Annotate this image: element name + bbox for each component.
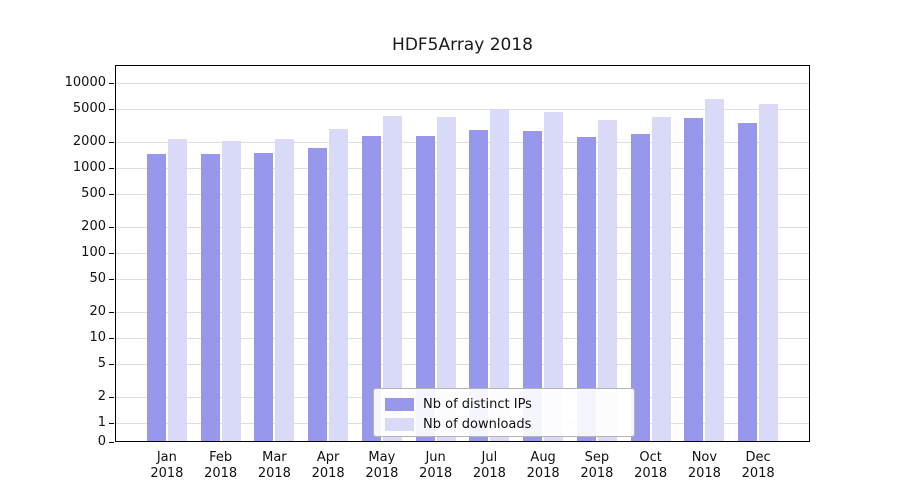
bar-distinct-ips	[630, 134, 650, 442]
y-tick-mark	[109, 142, 114, 144]
y-tick-label: 5	[97, 355, 106, 371]
legend-swatch-distinct-ips	[385, 397, 414, 411]
bar-downloads	[275, 138, 295, 442]
x-tick-label: Sep 2018	[580, 450, 614, 481]
bar-distinct-ips	[469, 129, 489, 442]
bar-downloads	[651, 116, 671, 442]
bar-downloads	[167, 138, 187, 442]
x-tick-label: Nov 2018	[687, 450, 721, 481]
y-tick-label: 5000	[72, 100, 106, 116]
y-tick-label: 10000	[64, 75, 106, 90]
y-tick-label: 2000	[72, 134, 106, 150]
bar-distinct-ips	[523, 131, 543, 442]
bar-downloads	[221, 140, 241, 442]
y-tick-label: 100	[81, 245, 106, 260]
y-tick-mark	[109, 168, 114, 169]
y-tick-mark	[109, 108, 114, 110]
x-tick-label: Oct 2018	[634, 450, 668, 481]
y-tick-mark	[109, 338, 114, 339]
gridline	[115, 338, 810, 339]
y-tick-label: 50	[89, 270, 106, 286]
y-tick-label: 10	[89, 330, 106, 345]
bar-distinct-ips	[684, 117, 704, 442]
x-tick-label: Jul 2018	[472, 450, 506, 481]
gridline	[115, 312, 810, 314]
gridline	[115, 278, 810, 280]
legend: Nb of distinct IPs Nb of downloads	[373, 388, 635, 437]
y-tick-mark	[109, 83, 114, 84]
y-tick-mark	[109, 363, 114, 365]
y-tick-label: 500	[81, 185, 106, 201]
y-tick-mark	[109, 397, 114, 399]
bar-downloads	[759, 103, 779, 442]
bar-downloads	[705, 98, 725, 442]
bar-distinct-ips	[576, 137, 596, 442]
y-tick-label: 0	[97, 434, 106, 449]
gridline	[115, 363, 810, 365]
legend-row-distinct-ips: Nb of distinct IPs	[385, 394, 634, 414]
x-tick-label: May 2018	[365, 450, 399, 481]
gridline	[115, 253, 810, 254]
x-tick-label: Apr 2018	[311, 450, 345, 481]
bar-downloads	[597, 119, 617, 442]
gridline	[115, 142, 810, 144]
legend-label-distinct-ips: Nb of distinct IPs	[423, 396, 532, 412]
y-tick-label: 20	[89, 304, 106, 320]
gridline	[115, 83, 810, 84]
bar-distinct-ips	[200, 154, 220, 442]
bar-downloads	[329, 128, 349, 442]
bar-distinct-ips	[738, 122, 758, 442]
y-tick-mark	[109, 193, 114, 195]
bar-downloads	[544, 112, 564, 442]
x-tick-label: Dec 2018	[741, 450, 775, 481]
bar-downloads	[382, 115, 402, 442]
legend-swatch-downloads	[385, 417, 414, 431]
y-tick-mark	[109, 312, 114, 314]
legend-row-downloads: Nb of downloads	[385, 414, 634, 434]
legend-label-downloads: Nb of downloads	[423, 416, 532, 432]
x-tick-label: Feb 2018	[204, 450, 238, 481]
bar-downloads	[436, 116, 456, 442]
gridline	[115, 227, 810, 229]
gridline	[115, 168, 810, 169]
bar-distinct-ips	[146, 154, 166, 442]
y-tick-mark	[109, 278, 114, 280]
bar-distinct-ips	[254, 153, 274, 442]
chart-title: HDF5Array 2018	[392, 35, 533, 55]
y-tick-mark	[109, 253, 114, 254]
bar-distinct-ips	[361, 135, 381, 442]
x-tick-label: Jan 2018	[150, 450, 184, 481]
bar-distinct-ips	[415, 136, 435, 442]
y-tick-mark	[109, 227, 114, 229]
x-tick-label: Aug 2018	[526, 450, 560, 481]
y-tick-mark	[109, 442, 114, 443]
x-tick-label: Jun 2018	[419, 450, 453, 481]
gridline	[115, 193, 810, 195]
y-tick-label: 2	[97, 389, 106, 405]
bar-downloads	[490, 109, 510, 442]
y-tick-mark	[109, 423, 114, 424]
y-tick-label: 1000	[72, 160, 106, 175]
gridline	[115, 108, 810, 110]
y-tick-label: 200	[81, 219, 106, 235]
y-tick-label: 1	[97, 415, 106, 430]
x-tick-label: Mar 2018	[257, 450, 291, 481]
bar-distinct-ips	[308, 148, 328, 442]
